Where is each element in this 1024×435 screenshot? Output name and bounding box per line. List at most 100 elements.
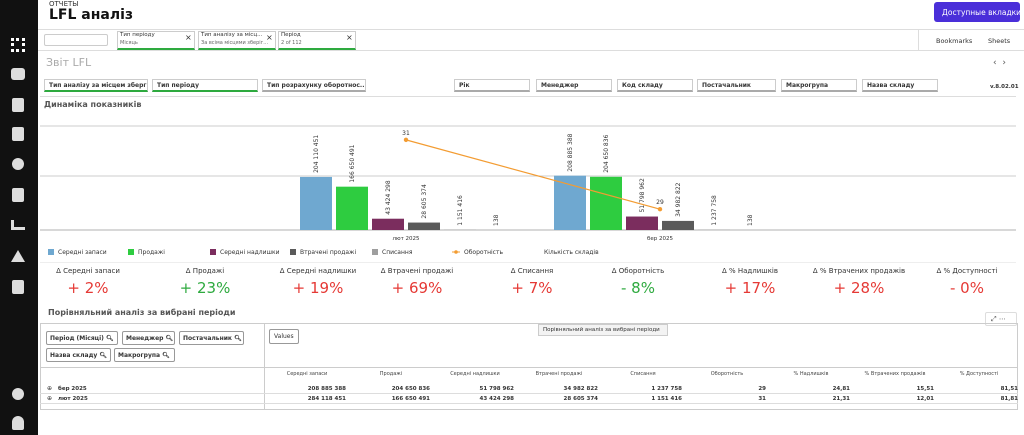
- row-label: бер 2025: [58, 386, 87, 392]
- legend-marker: [372, 249, 378, 255]
- data-label: 51 798 962: [639, 178, 646, 213]
- filter-dropdown[interactable]: Менеджер: [536, 79, 612, 92]
- cell: 43 424 298: [479, 396, 514, 402]
- column-header: % Втрачених продажів: [864, 371, 926, 377]
- legend-label: Середні запаси: [58, 249, 107, 256]
- bar: [408, 222, 440, 230]
- bar: [372, 218, 404, 230]
- nav-icon[interactable]: [11, 220, 25, 230]
- tabs-button[interactable]: Доступные вкладки: [934, 2, 1021, 22]
- nav-icon[interactable]: [12, 280, 24, 294]
- nav-icon[interactable]: [12, 188, 24, 202]
- filter-dropdown[interactable]: Тип періоду: [152, 79, 258, 92]
- legend-marker: [290, 249, 296, 255]
- cell: 204 650 836: [391, 386, 430, 392]
- expand-icon[interactable]: ⊕: [47, 395, 53, 402]
- settings-icon[interactable]: [12, 388, 24, 400]
- version: v.8.02.01: [990, 84, 1019, 90]
- filter-dropdown[interactable]: Назва складу: [862, 79, 938, 92]
- data-label: 1 151 416: [457, 195, 464, 226]
- dimension-chip[interactable]: Менеджер 🔍︎: [122, 331, 175, 345]
- kpi-value: - 8%: [621, 279, 655, 297]
- values-button[interactable]: Values: [269, 329, 299, 344]
- selection-value: Місяць: [120, 40, 138, 46]
- data-label: 31: [402, 130, 410, 137]
- clear-icon[interactable]: ×: [266, 33, 273, 42]
- cell: 1 151 416: [651, 396, 682, 402]
- cell: 31: [758, 396, 766, 402]
- nav-arrows[interactable]: ‹ ›: [993, 58, 1006, 68]
- legend-label: Продажі: [138, 249, 165, 256]
- data-label: 166 650 491: [349, 144, 356, 182]
- x-tick-label: лют 2025: [392, 236, 420, 242]
- kpi-label: Δ % Надлишків: [721, 267, 778, 275]
- selection-value: 2 of 112: [281, 40, 302, 46]
- nav-icon[interactable]: [12, 98, 24, 112]
- nav-icon[interactable]: [11, 38, 25, 52]
- data-label: 208 885 388: [567, 133, 574, 171]
- clear-icon[interactable]: ×: [185, 33, 192, 42]
- divider: [40, 262, 1016, 263]
- data-label: 204 650 836: [603, 134, 610, 172]
- nav-icon[interactable]: [12, 158, 24, 170]
- x-tick-label: бер 2025: [647, 236, 674, 242]
- bar: [662, 220, 694, 230]
- cell: 166 650 491: [391, 396, 430, 402]
- kpi-label: Δ Оборотність: [611, 267, 665, 275]
- filter-dropdown[interactable]: Постачальник: [697, 79, 776, 92]
- kpi-label: Δ Списання: [510, 267, 554, 275]
- row-border: [40, 393, 1018, 394]
- nav-icon[interactable]: [11, 68, 25, 80]
- row-border: [40, 403, 1018, 404]
- selection-chip[interactable]: [278, 31, 356, 50]
- selection-chip[interactable]: [117, 31, 195, 50]
- expand-icon[interactable]: ⊕: [47, 385, 53, 392]
- dimension-chip[interactable]: Назва складу 🔍︎: [46, 348, 111, 362]
- selection-tools[interactable]: [44, 34, 108, 46]
- dimension-chip[interactable]: Макрогрупа 🔍︎: [114, 348, 175, 362]
- selection-chip[interactable]: [198, 31, 276, 50]
- bar: [626, 216, 658, 230]
- chart-title: Динаміка показників: [44, 100, 142, 109]
- cell: 208 885 388: [307, 386, 346, 392]
- cell: 24,81: [832, 386, 850, 392]
- data-label: 29: [656, 199, 664, 206]
- bookmarks-button[interactable]: Bookmarks: [936, 37, 973, 45]
- legend-marker: [128, 249, 134, 255]
- dimension-chip[interactable]: Постачальник 🔍︎: [179, 331, 244, 345]
- filter-dropdown[interactable]: Рік: [454, 79, 530, 92]
- table-actions[interactable]: ⤢ ⋯: [985, 312, 1017, 326]
- kpi-value: - 0%: [950, 279, 984, 297]
- user-icon[interactable]: [12, 416, 24, 430]
- kpi-label: Δ % Доступності: [936, 267, 998, 275]
- divider: [918, 29, 919, 51]
- kpi-value: + 17%: [724, 279, 776, 297]
- kpi-label: Δ Середні надлишки: [279, 267, 357, 275]
- pivot-table: [40, 323, 1018, 410]
- filter-dropdown[interactable]: Код складу: [617, 79, 693, 92]
- bar: [336, 186, 368, 230]
- cell: 21,31: [832, 396, 850, 402]
- filter-dropdown[interactable]: Макрогрупа: [781, 79, 857, 92]
- nav-icon[interactable]: [12, 127, 24, 141]
- data-label: 43 424 298: [385, 180, 392, 215]
- column-header: Списання: [630, 371, 656, 377]
- filter-dropdown[interactable]: Тип аналізу за місцем зберг...: [44, 79, 148, 92]
- cell: 81,51: [1000, 386, 1018, 392]
- legend-marker: [210, 249, 216, 255]
- cell: 1 237 758: [651, 386, 682, 392]
- data-label: 138: [493, 214, 500, 226]
- kpi-value: + 69%: [391, 279, 443, 297]
- filter-dropdown[interactable]: Тип розрахунку оборотнос...: [262, 79, 366, 92]
- row-label: лют 2025: [58, 396, 88, 402]
- legend-label: Списання: [382, 249, 413, 256]
- legend-marker: [48, 249, 54, 255]
- sheets-button[interactable]: Sheets: [988, 37, 1011, 45]
- clear-icon[interactable]: ×: [346, 33, 353, 42]
- dimension-chip[interactable]: Період (Місяці) 🔍︎: [46, 331, 118, 345]
- kpi-value: + 28%: [833, 279, 885, 297]
- cell: 34 982 822: [563, 386, 598, 392]
- column-header: Середні запаси: [286, 371, 328, 377]
- legend-label: Кількість складів: [544, 249, 599, 256]
- column-header: % Доступності: [959, 371, 999, 377]
